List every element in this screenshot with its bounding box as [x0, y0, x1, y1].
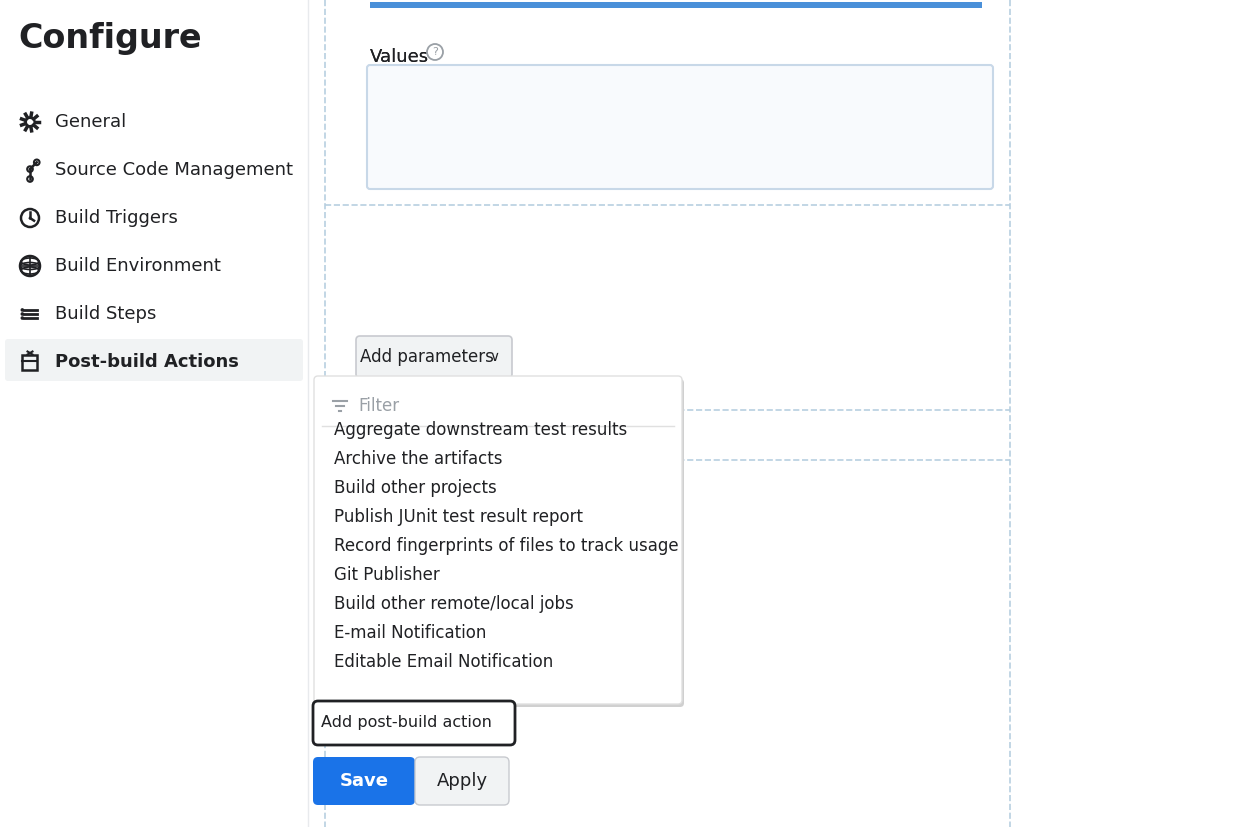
- Circle shape: [20, 316, 24, 320]
- FancyBboxPatch shape: [370, 2, 982, 8]
- FancyBboxPatch shape: [356, 336, 512, 378]
- FancyBboxPatch shape: [313, 757, 415, 805]
- Text: General: General: [55, 113, 126, 131]
- Text: Add post-build action: Add post-build action: [321, 715, 492, 730]
- Text: Add parameters: Add parameters: [360, 348, 494, 366]
- Text: Editable Email Notification: Editable Email Notification: [334, 653, 553, 671]
- FancyBboxPatch shape: [5, 339, 303, 381]
- FancyBboxPatch shape: [313, 376, 682, 704]
- Text: Filter: Filter: [358, 397, 399, 415]
- Text: Values: Values: [370, 48, 429, 66]
- Text: Build Steps: Build Steps: [55, 305, 156, 323]
- Text: Archive the artifacts: Archive the artifacts: [334, 450, 502, 468]
- Text: Build Triggers: Build Triggers: [55, 209, 178, 227]
- Text: Build Environment: Build Environment: [55, 257, 220, 275]
- FancyBboxPatch shape: [368, 65, 993, 189]
- Text: Aggregate downstream test results: Aggregate downstream test results: [334, 421, 627, 439]
- FancyBboxPatch shape: [316, 379, 684, 707]
- Text: Git Publisher: Git Publisher: [334, 566, 439, 584]
- Text: Configure: Configure: [18, 22, 201, 55]
- Circle shape: [20, 308, 24, 312]
- Text: ∨: ∨: [488, 350, 499, 364]
- Text: Source Code Management: Source Code Management: [55, 161, 293, 179]
- Text: ?: ?: [432, 47, 438, 57]
- Text: Record fingerprints of files to track usage: Record fingerprints of files to track us…: [334, 537, 679, 555]
- Text: Post-build Actions: Post-build Actions: [55, 353, 239, 371]
- Text: Values: Values: [370, 48, 429, 66]
- Text: Save: Save: [340, 772, 389, 790]
- Circle shape: [20, 313, 24, 316]
- FancyBboxPatch shape: [313, 701, 515, 745]
- Text: Build other remote/local jobs: Build other remote/local jobs: [334, 595, 574, 613]
- Text: Publish JUnit test result report: Publish JUnit test result report: [334, 508, 583, 526]
- Text: E-mail Notification: E-mail Notification: [334, 624, 486, 642]
- Text: Apply: Apply: [437, 772, 487, 790]
- Text: Build other projects: Build other projects: [334, 479, 497, 497]
- FancyBboxPatch shape: [415, 757, 509, 805]
